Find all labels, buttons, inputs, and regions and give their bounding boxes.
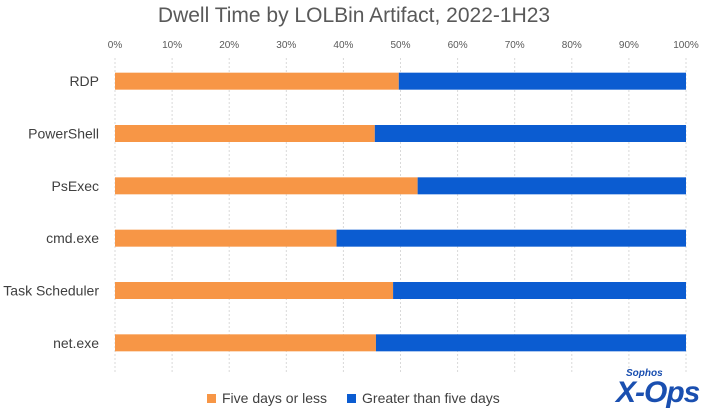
x-tick-label: 10% <box>162 40 182 51</box>
x-tick-label: 80% <box>562 40 582 51</box>
bar-greater-than-five-days <box>375 334 686 352</box>
bar-greater-than-five-days <box>398 72 686 90</box>
bar-greater-than-five-days <box>417 177 686 195</box>
bar-greater-than-five-days <box>374 125 686 142</box>
legend-label: Greater than five days <box>362 390 500 406</box>
legend-item-five-days-or-less: Five days or less <box>207 390 327 406</box>
logo-small-text: Sophos <box>626 368 663 379</box>
sophos-xops-logo: Sophos X-Ops <box>612 368 706 414</box>
bar-five-days-or-less <box>115 282 394 299</box>
chart-title: Dwell Time by LOLBin Artifact, 2022-1H23 <box>157 4 551 27</box>
x-tick-label: 90% <box>619 40 639 51</box>
legend-label: Five days or less <box>222 390 328 406</box>
category-label: net.exe <box>53 335 99 351</box>
bar-five-days-or-less <box>115 334 376 352</box>
logo-main-text: X-Ops <box>616 376 700 409</box>
legend: Five days or less Greater than five days <box>207 390 520 406</box>
legend-swatch-orange <box>207 393 216 403</box>
category-label: PsExec <box>52 178 99 194</box>
bar-five-days-or-less <box>115 229 337 247</box>
category-label: cmd.exe <box>46 230 99 246</box>
bar-five-days-or-less <box>115 177 418 195</box>
x-tick-label: 40% <box>333 40 353 51</box>
x-tick-label: 50% <box>390 40 410 51</box>
category-label: PowerShell <box>28 126 99 142</box>
bar-five-days-or-less <box>115 72 399 90</box>
x-tick-label: 70% <box>505 40 525 51</box>
x-tick-label: 100% <box>673 40 699 51</box>
legend-swatch-blue <box>347 393 357 403</box>
x-tick-label: 20% <box>219 40 239 51</box>
bar-five-days-or-less <box>115 125 375 142</box>
x-tick-label: 30% <box>276 40 296 51</box>
bar-greater-than-five-days <box>336 229 686 247</box>
legend-item-greater-than-five-days: Greater than five days <box>347 390 500 406</box>
bar-greater-than-five-days <box>393 282 686 299</box>
x-tick-label: 60% <box>448 40 468 51</box>
category-label: Task Scheduler <box>3 283 99 299</box>
category-label: RDP <box>69 73 99 89</box>
x-tick-label: 0% <box>108 40 123 51</box>
